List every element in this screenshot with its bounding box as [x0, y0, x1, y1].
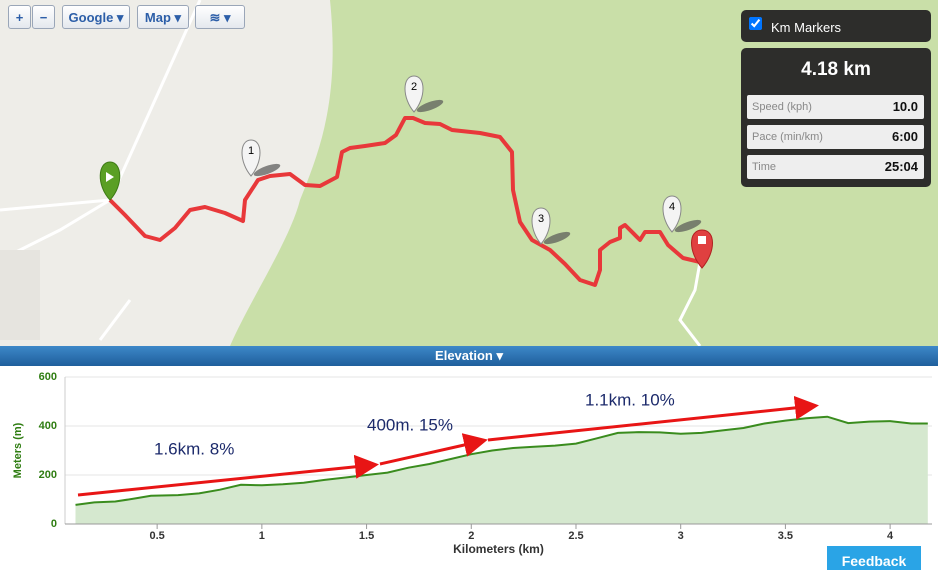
annotation: 1.6km. 8% — [154, 439, 234, 458]
x-tick-label: 1.5 — [359, 530, 374, 542]
annotation: 400m. 15% — [367, 415, 453, 434]
pin-label: 4 — [669, 201, 675, 213]
pin — [531, 207, 551, 245]
stat-value: 10.0 — [892, 99, 918, 114]
pin-label: 3 — [538, 213, 544, 225]
stat-label: Speed (kph) — [752, 101, 812, 113]
stat-row: Time 25:04 — [747, 155, 924, 179]
x-tick-label: 4 — [887, 530, 894, 542]
pin-label: 2 — [411, 81, 417, 93]
stat-value: 25:04 — [884, 159, 918, 174]
stat-label: Time — [752, 161, 777, 173]
arrow — [487, 395, 819, 442]
stat-row: Pace (min/km) 6:00 — [747, 125, 924, 149]
provider-select[interactable]: Google ▾ — [62, 5, 130, 29]
stat-row: Speed (kph) 10.0 — [747, 95, 924, 119]
y-tick-label: 400 — [39, 420, 57, 432]
stats-panel: 4.18 km Speed (kph) 10.0 Pace (min/km) 6:0… — [741, 48, 931, 187]
x-tick-label: 2 — [468, 530, 474, 542]
map-type: Map — [144, 10, 171, 25]
elevation-header[interactable]: Elevation ▾ — [0, 346, 938, 366]
x-tick-label: 1 — [259, 530, 265, 542]
arrow — [379, 433, 488, 466]
y-tick-label: 600 — [39, 371, 57, 383]
x-tick-label: 0.5 — [149, 530, 164, 542]
elevation-line — [75, 415, 928, 506]
km-markers-label: Km Markers — [771, 20, 842, 35]
pin-shadow — [416, 99, 444, 113]
pin — [404, 75, 424, 113]
elevation-area — [75, 416, 928, 524]
pin — [662, 195, 682, 233]
x-tick-label: 2.5 — [568, 530, 583, 542]
provider: Google — [68, 10, 114, 25]
km-markers-checkbox[interactable] — [749, 17, 762, 30]
zoom-out[interactable]: − — [32, 5, 55, 29]
pin-label: 1 — [248, 145, 254, 157]
pin-shadow — [543, 231, 571, 245]
km-markers-panel: Km Markers — [741, 10, 931, 42]
stat-value: 6:00 — [891, 129, 918, 144]
x-tick-label: 3 — [678, 530, 684, 542]
zoom-in[interactable]: + — [8, 5, 31, 29]
stat-label: Pace (min/km) — [752, 131, 823, 143]
annotation: 1.1km. 10% — [585, 390, 675, 409]
y-axis-title: Meters (m) — [12, 422, 24, 478]
pin-shadow — [253, 163, 281, 177]
pin — [241, 139, 261, 177]
distance: 4.18 km — [801, 59, 871, 80]
panel-title: Elevation — [435, 348, 493, 363]
x-axis-title: Kilometers (km) — [453, 542, 544, 556]
x-tick-label: 3.5 — [778, 530, 793, 542]
y-tick-label: 200 — [39, 469, 57, 481]
arrow — [77, 454, 379, 497]
map-type-select[interactable]: Map ▾ — [137, 5, 189, 29]
feedback-button[interactable]: Feedback — [827, 546, 921, 570]
pin-shadow — [674, 219, 702, 233]
elevation-chart: 0 200 400 600 0.5 1 1.5 2 2.5 3 3.5 4 Kilometers (k… — [12, 371, 932, 556]
y-tick-label: 0 — [51, 518, 57, 530]
layers-button[interactable]: ≋ ▾ — [195, 5, 245, 29]
